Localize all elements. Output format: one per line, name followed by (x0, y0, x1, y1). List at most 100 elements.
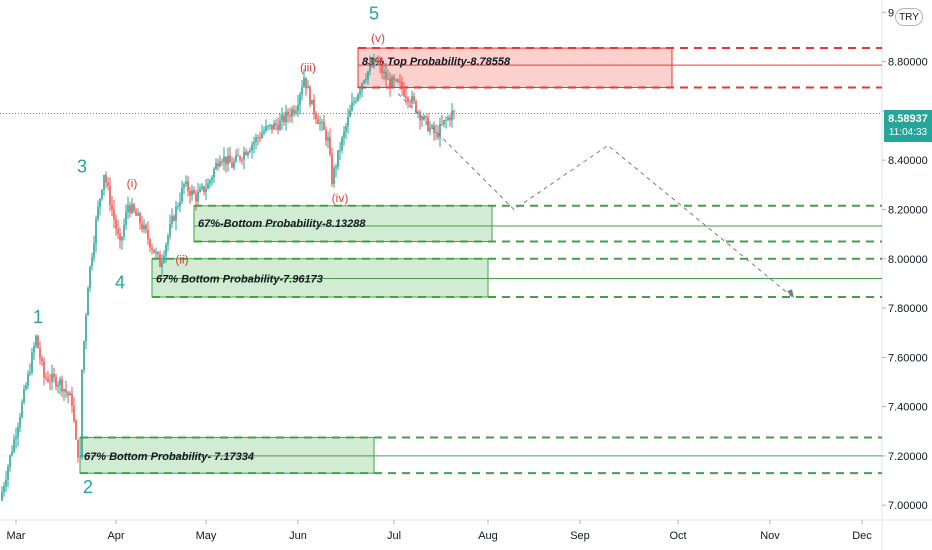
candle-body (31, 352, 33, 373)
candle-body (273, 123, 275, 130)
candle-body (425, 116, 427, 118)
candle-body (179, 201, 181, 207)
candle-body (111, 204, 113, 210)
candle-body (259, 137, 261, 139)
y-tick-label: 7.20000 (888, 451, 928, 463)
candle-body (75, 420, 77, 440)
x-tick-label: Sep (570, 530, 590, 542)
candle-body (199, 188, 201, 192)
y-tick-label: 7.80000 (888, 303, 928, 315)
candle-body (219, 161, 221, 167)
candle-body (5, 479, 7, 487)
candle-body (9, 455, 11, 467)
candle-body (195, 193, 197, 202)
currency-badge[interactable]: TRY (895, 8, 923, 26)
candle-body (271, 124, 273, 130)
candle-body (93, 243, 95, 258)
candle-body (317, 119, 319, 124)
candle-body (209, 180, 211, 184)
candle-body (227, 155, 229, 165)
candle-body (235, 155, 237, 162)
candle-body (391, 77, 393, 88)
candle-body (23, 389, 25, 403)
candle-body (333, 168, 335, 184)
candle-body (393, 77, 395, 81)
candle-body (137, 213, 139, 216)
candle-body (347, 116, 349, 127)
candle-body (325, 129, 327, 141)
candle-body (303, 77, 305, 87)
y-tick-label: 7.40000 (888, 402, 928, 414)
candle-body (169, 224, 171, 236)
candle-body (73, 405, 75, 421)
candle-body (33, 346, 35, 353)
candle-body (419, 112, 421, 121)
candle-body (283, 115, 285, 123)
candle-body (45, 377, 47, 379)
candle-body (343, 131, 345, 138)
candle-body (87, 287, 89, 316)
x-tick-label: Aug (478, 530, 498, 542)
candle-body (53, 373, 55, 378)
y-tick-label: 8.00000 (888, 254, 928, 266)
candle-body (125, 211, 127, 225)
candle-body (211, 177, 213, 181)
wave-label: 4 (115, 272, 125, 292)
candle-body (439, 124, 441, 138)
candle-body (173, 216, 175, 221)
candle-body (387, 78, 389, 80)
candle-body (131, 204, 133, 213)
bar-countdown: 11:04:33 (888, 127, 928, 138)
candle-body (217, 163, 219, 167)
candle-body (231, 162, 233, 168)
candle-body (261, 133, 263, 138)
candle-body (109, 185, 111, 205)
y-tick-label: 9. (888, 7, 897, 19)
candle-body (409, 102, 411, 104)
candle-body (399, 81, 401, 83)
candle-body (161, 261, 163, 268)
candle-body (229, 155, 231, 163)
candle-body (205, 188, 207, 193)
candle-body (193, 190, 195, 194)
candle-body (255, 137, 257, 142)
candle-body (383, 71, 385, 74)
candle-body (133, 204, 135, 211)
candle-body (101, 189, 103, 199)
candle-body (355, 100, 357, 102)
candle-body (381, 64, 383, 74)
candle-body (363, 80, 365, 84)
candle-body (253, 141, 255, 145)
candle-body (299, 94, 301, 105)
candle-body (327, 137, 329, 141)
x-tick-label: Dec (852, 530, 872, 542)
candle-body (411, 96, 413, 104)
candle-body (15, 436, 17, 440)
x-tick-label: Nov (760, 530, 780, 542)
candle-body (19, 417, 21, 427)
candle-body (55, 377, 57, 387)
candle-body (99, 198, 101, 207)
candle-body (221, 161, 223, 163)
candle-body (331, 154, 333, 184)
candle-body (191, 190, 193, 196)
zone-label: 67% Bottom Probability- 7.17334 (84, 451, 254, 463)
candle-body (97, 206, 99, 219)
candle-body (105, 174, 107, 183)
candle-body (269, 124, 271, 126)
candle-body (413, 96, 415, 102)
candle-body (185, 181, 187, 184)
candle-body (357, 94, 359, 101)
candle-body (429, 127, 431, 132)
candle-body (361, 83, 363, 91)
candle-body (43, 361, 45, 378)
wave-label: (ii) (175, 253, 188, 267)
candle-body (349, 110, 351, 117)
candle-body (449, 117, 451, 121)
candle-body (377, 61, 379, 64)
y-tick-label: 8.40000 (888, 155, 928, 167)
candle-body (287, 111, 289, 116)
candle-body (143, 224, 145, 230)
